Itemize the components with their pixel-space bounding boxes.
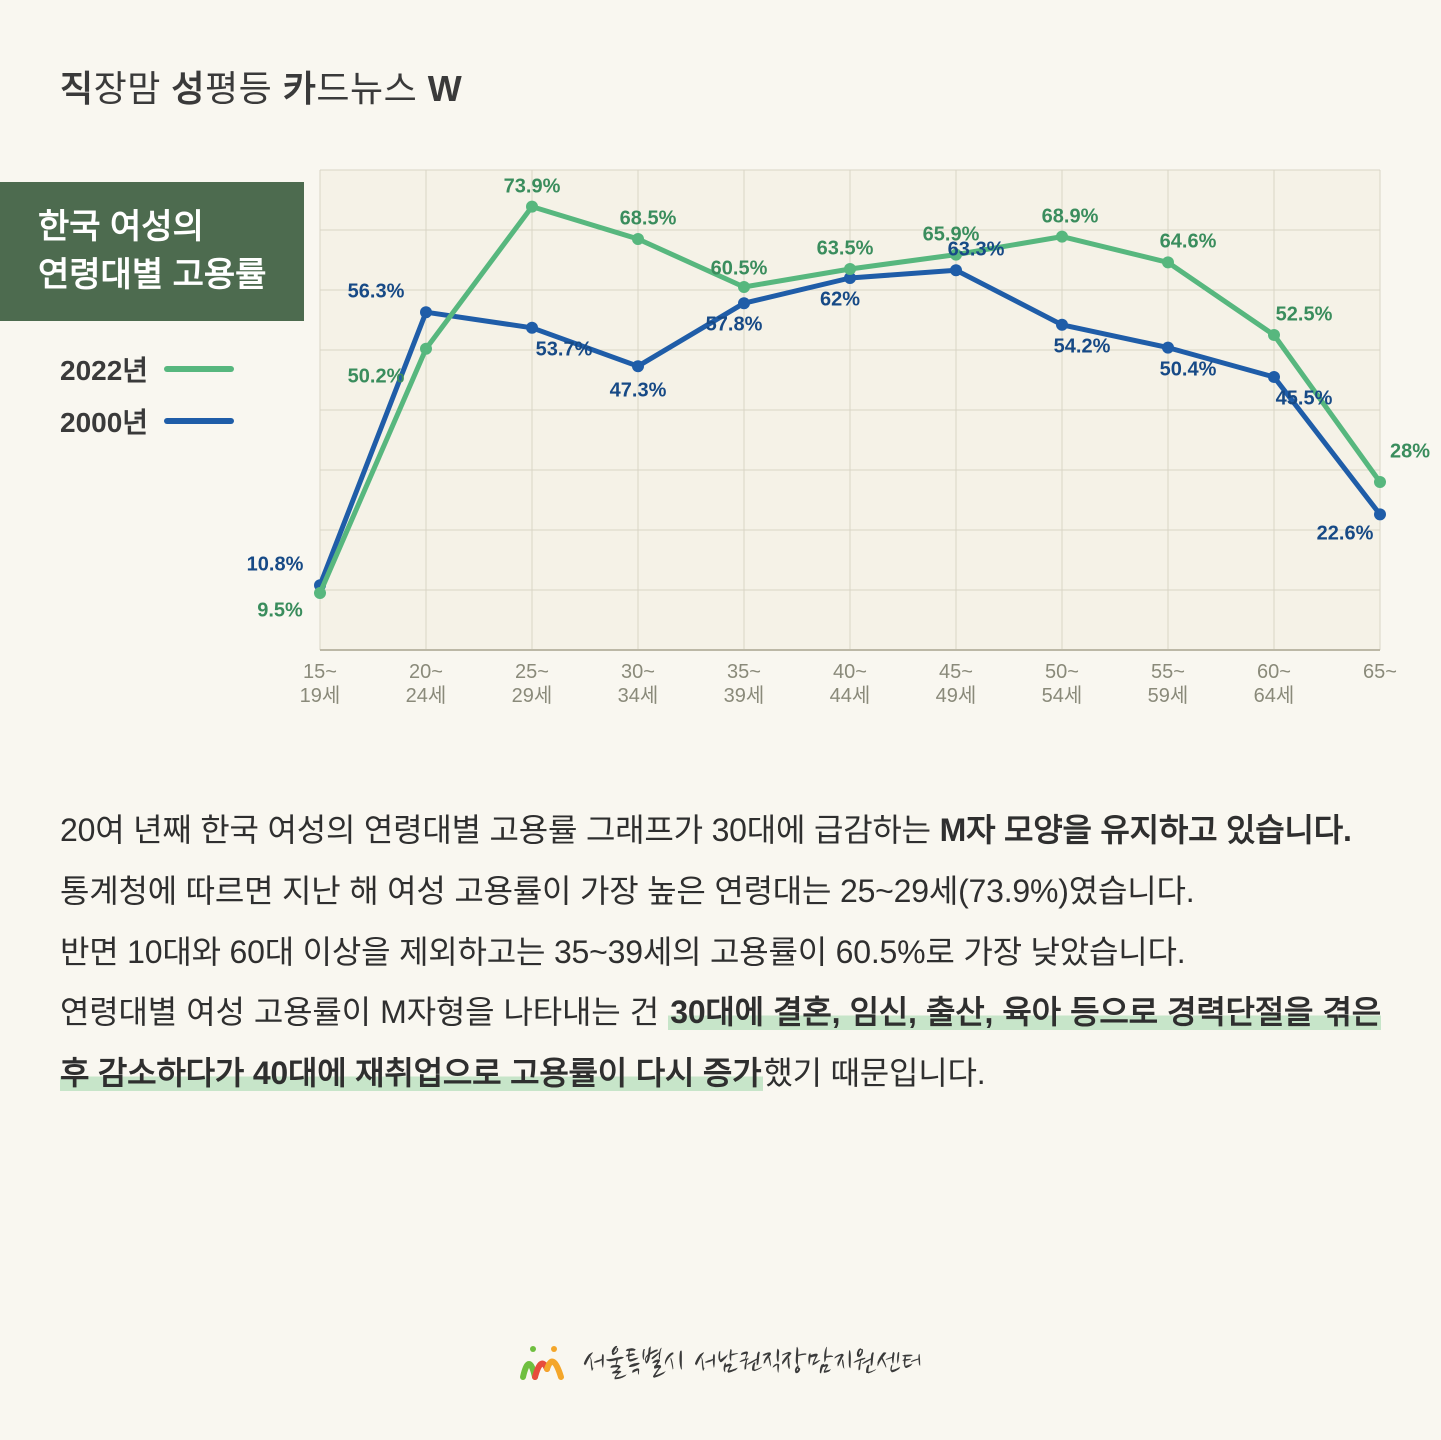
title-seg: 성: [171, 68, 205, 109]
data-label: 68.9%: [1042, 205, 1099, 228]
svg-text:45~: 45~: [939, 661, 973, 683]
title-seg: 드뉴스: [316, 68, 427, 109]
svg-text:24세: 24세: [406, 684, 447, 707]
legend-label: 2000년: [60, 401, 148, 441]
svg-text:35~: 35~: [727, 661, 761, 683]
data-label: 57.8%: [706, 314, 763, 337]
svg-text:34세: 34세: [618, 684, 659, 707]
data-label: 28%: [1390, 441, 1430, 464]
data-label: 63.5%: [817, 238, 874, 261]
data-label: 68.5%: [620, 208, 677, 231]
badge-line: 한국 여성의: [38, 208, 204, 246]
data-label: 73.9%: [504, 175, 561, 198]
svg-text:50~: 50~: [1045, 661, 1079, 683]
data-label: 50.4%: [1160, 358, 1217, 381]
svg-text:19세: 19세: [300, 684, 341, 707]
title-seg: 직: [60, 68, 94, 109]
svg-text:30~: 30~: [621, 661, 655, 683]
svg-text:65~: 65~: [1363, 661, 1397, 683]
body-p2: 통계청에 따르면 지난 해 여성 고용률이 가장 높은 연령대는 25~29세(…: [60, 861, 1381, 922]
title-seg: 평등: [205, 68, 283, 109]
legend-label: 2022년: [60, 349, 148, 389]
data-label: 54.2%: [1054, 335, 1111, 358]
card-header: 직장맘 성평등 카드뉴스 W: [0, 0, 1441, 112]
footer-text: 서울특별시 서남권직장맘지원센터: [583, 1342, 922, 1385]
svg-text:29세: 29세: [512, 684, 553, 707]
data-label: 60.5%: [711, 258, 768, 281]
body-text: 20여 년째 한국 여성의 연령대별 고용률 그래프가 30대에 급감하는 M자…: [60, 800, 1381, 1104]
svg-text:60~: 60~: [1257, 661, 1291, 683]
svg-text:20~: 20~: [409, 661, 443, 683]
title-seg: 카: [283, 68, 317, 109]
section-badge: 한국 여성의 연령대별 고용률: [0, 182, 304, 321]
svg-text:40~: 40~: [833, 661, 867, 683]
data-label: 45.5%: [1276, 388, 1333, 411]
legend-swatch: [164, 418, 234, 424]
svg-text:44세: 44세: [830, 684, 871, 707]
svg-text:25~: 25~: [515, 661, 549, 683]
data-label: 56.3%: [348, 281, 405, 304]
data-label: 62%: [820, 289, 860, 312]
svg-text:59세: 59세: [1148, 684, 1189, 707]
body-seg: M자 모양을 유지하고 있습니다.: [940, 812, 1352, 848]
body-p1: 20여 년째 한국 여성의 연령대별 고용률 그래프가 30대에 급감하는 M자…: [60, 800, 1381, 861]
data-label: 53.7%: [536, 338, 593, 361]
data-label: 52.5%: [1276, 304, 1333, 327]
body-seg: 했기 때문입니다.: [763, 1055, 985, 1091]
data-label: 22.6%: [1317, 523, 1374, 546]
body-p3: 반면 10대와 60대 이상을 제외하고는 35~39세의 고용률이 60.5%…: [60, 922, 1381, 983]
data-label: 63.3%: [948, 239, 1005, 262]
footer: 서울특별시 서남권직장맘지원센터: [0, 1341, 1441, 1385]
title-seg: W: [428, 68, 462, 109]
legend-swatch: [164, 366, 234, 372]
svg-text:54세: 54세: [1042, 684, 1083, 707]
data-label: 9.5%: [257, 600, 303, 623]
svg-text:39세: 39세: [724, 684, 765, 707]
svg-text:55~: 55~: [1151, 661, 1185, 683]
data-label: 50.2%: [348, 365, 405, 388]
header-title: 직장맘 성평등 카드뉴스 W: [60, 60, 1381, 112]
badge-line: 연령대별 고용률: [38, 256, 266, 294]
line-chart: 15~19세20~24세25~29세30~34세35~39세40~44세45~4…: [280, 170, 1400, 730]
svg-text:15~: 15~: [303, 661, 337, 683]
body-seg: 연령대별 여성 고용률이 M자형을 나타내는 건: [60, 994, 668, 1030]
body-seg: 20여 년째 한국 여성의 연령대별 고용률 그래프가 30대에 급감하는: [60, 812, 940, 848]
svg-text:49세: 49세: [936, 684, 977, 707]
data-label: 10.8%: [247, 554, 304, 577]
footer-logo-icon: [519, 1341, 567, 1385]
data-label: 47.3%: [610, 380, 667, 403]
svg-text:64세: 64세: [1254, 684, 1295, 707]
body-p4: 연령대별 여성 고용률이 M자형을 나타내는 건 30대에 결혼, 임신, 출산…: [60, 982, 1381, 1104]
title-seg: 장맘: [94, 68, 172, 109]
data-label: 64.6%: [1160, 231, 1217, 254]
